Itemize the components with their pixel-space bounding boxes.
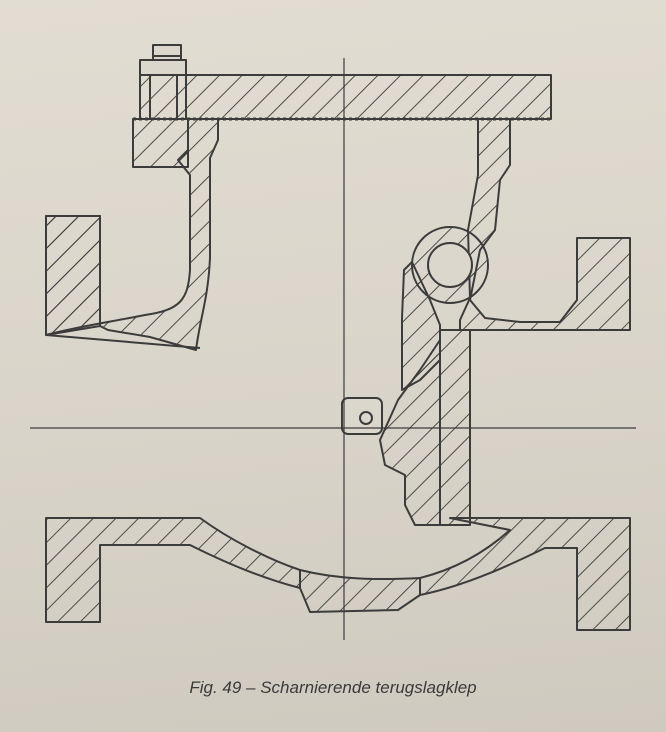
bonnet-cover [185,74,552,120]
disc-nut [341,397,383,435]
body-left-flange [45,215,101,336]
body-lower-right [419,517,631,631]
valve-disc [379,339,441,526]
bore-top-left [45,334,201,349]
figure-caption: Fig. 49 – Scharnierende terugslagklep [189,678,477,697]
body-lower-left [45,517,301,623]
bolt-nut [132,44,189,168]
body-bottom-bowl [299,569,421,613]
neck-wall-right [459,118,631,331]
swing-check-valve-drawing [30,44,636,640]
